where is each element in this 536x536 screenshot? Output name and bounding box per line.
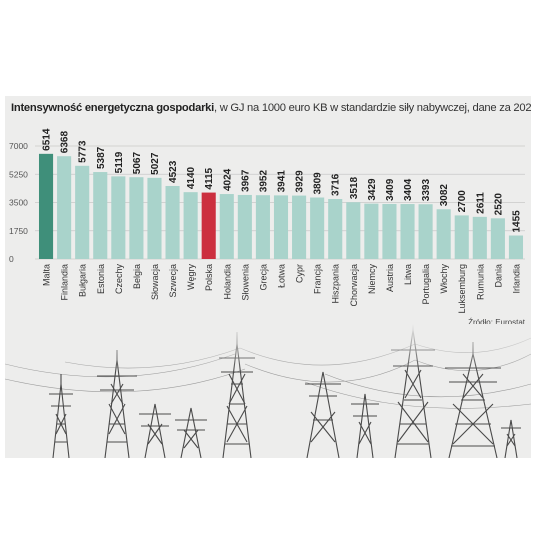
value-label: 5027	[150, 152, 161, 175]
bar-francja	[310, 197, 325, 259]
category-label: Chorwacja	[349, 264, 359, 307]
category-label: Włochy	[439, 264, 449, 294]
bar-polska	[201, 192, 216, 259]
bar-estonia	[93, 172, 108, 259]
category-label: Rumunia	[475, 264, 485, 300]
value-label: 6368	[60, 131, 71, 154]
y-tick-label: 0	[9, 254, 14, 264]
bar-chorwacja	[346, 202, 361, 259]
bar-belgia	[129, 177, 144, 259]
chart-card: Intensywność energetyczna gospodarki, w …	[5, 96, 531, 458]
category-label: Węgry	[186, 264, 196, 291]
bar-bułgaria	[75, 165, 90, 259]
category-label: Austria	[385, 264, 395, 292]
value-label: 3393	[421, 179, 432, 202]
category-label: Słowenia	[240, 264, 250, 301]
value-label: 3809	[313, 172, 324, 195]
y-tick-label: 1750	[9, 226, 28, 236]
chart-title-bold: Intensywność energetyczna gospodarki	[11, 102, 214, 114]
category-label: Niemcy	[367, 264, 377, 295]
value-label: 5387	[96, 146, 107, 169]
bar-litwa	[400, 204, 415, 259]
category-label: Szwecja	[168, 264, 178, 298]
category-label: Łotwa	[277, 264, 287, 288]
value-label: 3429	[367, 178, 378, 201]
value-label: 3409	[385, 178, 396, 201]
bar-grecja	[255, 195, 270, 259]
value-label: 2520	[493, 193, 504, 216]
value-label: 4523	[168, 160, 179, 183]
y-tick-label: 5250	[9, 169, 28, 179]
category-label: Słowacja	[150, 264, 160, 300]
category-label: Dania	[493, 264, 503, 288]
category-label: Cypr	[295, 264, 305, 283]
bar-chart: 0 1750 3500 5250 7000 6514 Malta 6368 Finlandia 5…	[9, 128, 525, 314]
bar-irlandia	[508, 235, 524, 259]
y-tick-label: 7000	[9, 141, 28, 151]
value-label: 3716	[331, 173, 342, 196]
category-label: Luksemburg	[457, 264, 467, 314]
value-label: 5773	[78, 140, 89, 163]
bar-malta	[38, 153, 54, 259]
bar-portugalia	[418, 204, 433, 259]
category-label: Grecja	[258, 264, 268, 291]
category-label: Portugalia	[421, 264, 431, 305]
category-label: Francja	[313, 264, 323, 294]
category-label: Bułgaria	[78, 264, 88, 297]
category-label: Czechy	[114, 264, 124, 295]
category-label: Litwa	[403, 264, 413, 285]
value-label: 2611	[475, 192, 486, 214]
bar-austria	[382, 203, 397, 259]
value-label: 3941	[277, 170, 288, 193]
bar-holandia	[219, 194, 234, 259]
category-label: Irlandia	[511, 264, 521, 294]
bar-szwecja	[165, 185, 180, 259]
bar-słowacja	[147, 177, 162, 259]
y-tick-label: 3500	[9, 198, 28, 208]
bar-węgry	[183, 192, 198, 259]
value-label: 3082	[439, 184, 450, 207]
bar-niemcy	[364, 203, 379, 259]
value-label: 2700	[457, 190, 468, 213]
category-label: Estonia	[96, 264, 106, 294]
category-label: Holandia	[222, 264, 232, 300]
value-label: 5067	[132, 152, 143, 175]
power-pylons-illustration	[5, 324, 531, 458]
value-label: 1455	[511, 210, 522, 233]
bar-czechy	[111, 176, 126, 259]
chart-title: Intensywność energetyczna gospodarki, w …	[11, 102, 531, 114]
bar-cypr	[292, 195, 307, 259]
bar-dania	[490, 218, 505, 259]
bar-hiszpania	[328, 199, 343, 259]
bar-łotwa	[273, 195, 289, 259]
value-label: 3518	[349, 177, 360, 200]
chart-title-rest: , w GJ na 1000 euro KB w standardzie sił…	[214, 102, 531, 114]
value-label: 4115	[204, 167, 215, 189]
value-label: 4140	[186, 166, 197, 189]
bar-włochy	[436, 209, 451, 259]
bar-finlandia	[57, 156, 72, 259]
category-label: Belgia	[132, 264, 142, 289]
value-label: 3967	[240, 169, 251, 192]
category-label: Polska	[204, 264, 214, 291]
bar-luksemburg	[454, 215, 469, 259]
category-label: Finlandia	[60, 264, 70, 301]
value-label: 5119	[114, 151, 125, 173]
category-label: Malta	[42, 264, 52, 286]
bar-słowenia	[237, 194, 252, 259]
bar-rumunia	[472, 216, 487, 259]
value-label: 3952	[258, 170, 269, 193]
value-label: 6514	[42, 128, 53, 151]
source-note: Źródło: Eurostat	[468, 318, 525, 327]
category-label: Hiszpania	[331, 264, 341, 304]
value-label: 3929	[295, 170, 306, 193]
value-label: 4024	[222, 168, 233, 191]
value-label: 3404	[403, 178, 414, 201]
